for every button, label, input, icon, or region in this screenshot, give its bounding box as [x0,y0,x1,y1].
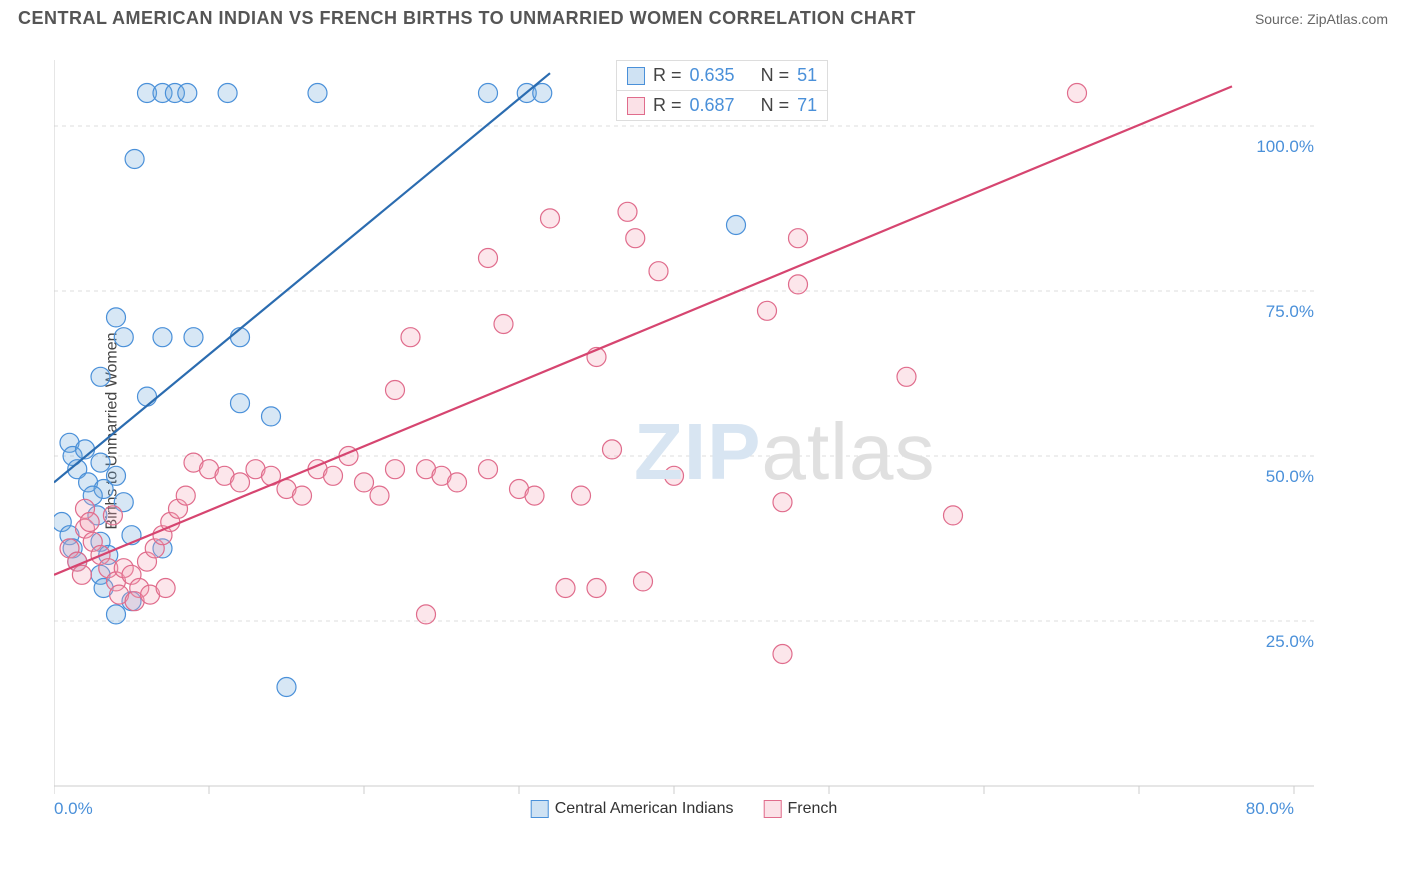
data-point [370,486,389,505]
data-point [525,486,544,505]
data-point [541,209,560,228]
stats-r-label: R = [653,95,682,116]
data-point [178,84,197,103]
data-point [479,84,498,103]
data-point [556,579,575,598]
data-point [72,565,91,584]
data-point [448,473,467,492]
y-tick-label: 75.0% [1266,302,1314,321]
data-point [789,275,808,294]
data-point [176,486,195,505]
data-point [91,453,110,472]
data-point [153,328,172,347]
data-point [944,506,963,525]
data-point [479,460,498,479]
stats-row: R = 0.687 N = 71 [617,91,827,120]
data-point [727,216,746,235]
data-point [80,513,99,532]
data-point [355,473,374,492]
stats-r-label: R = [653,65,682,86]
source-label: Source: ZipAtlas.com [1255,11,1388,27]
data-point [603,440,622,459]
legend-item: French [763,800,837,818]
data-point [156,579,175,598]
trend-line [54,73,550,482]
data-point [1068,84,1087,103]
data-point [103,506,122,525]
data-point [184,328,203,347]
legend-swatch [627,97,645,115]
data-point [494,315,513,334]
y-tick-label: 25.0% [1266,632,1314,651]
stats-n-value: 71 [797,95,817,116]
data-point [107,605,126,624]
page-title: CENTRAL AMERICAN INDIAN VS FRENCH BIRTHS… [18,8,916,29]
data-point [665,466,684,485]
x-tick-label: 80.0% [1246,799,1294,816]
legend-swatch [531,800,549,818]
stats-legend-box: R = 0.635 N = 51 R = 0.687 N = 71 [616,60,828,121]
data-point [587,579,606,598]
data-point [114,328,133,347]
stats-n-value: 51 [797,65,817,86]
data-point [417,605,436,624]
scatter-plot: 25.0%50.0%75.0%100.0%0.0%80.0% ZIPatlas … [54,46,1314,816]
legend-item: Central American Indians [531,800,734,818]
stats-row: R = 0.635 N = 51 [617,61,827,91]
data-point [107,466,126,485]
stats-n-label: N = [761,65,790,86]
data-point [634,572,653,591]
data-point [107,308,126,327]
data-point [386,460,405,479]
data-point [897,367,916,386]
data-point [618,202,637,221]
legend-swatch [627,67,645,85]
data-point [218,84,237,103]
data-point [308,84,327,103]
y-tick-label: 100.0% [1256,137,1314,156]
data-point [758,301,777,320]
data-point [401,328,420,347]
data-point [231,473,250,492]
data-point [293,486,312,505]
data-point [277,678,296,697]
legend-bottom: Central American Indians French [531,800,838,818]
data-point [773,493,792,512]
data-point [649,262,668,281]
data-point [789,229,808,248]
data-point [125,150,144,169]
data-point [773,645,792,664]
trend-line [54,86,1232,574]
stats-r-value: 0.687 [690,95,735,116]
data-point [324,466,343,485]
data-point [479,249,498,268]
data-point [91,367,110,386]
chart-container: Births to Unmarried Women 25.0%50.0%75.0… [44,46,1324,816]
data-point [626,229,645,248]
data-point [231,394,250,413]
legend-label: Central American Indians [555,800,734,818]
data-point [386,381,405,400]
legend-swatch [763,800,781,818]
data-point [572,486,591,505]
legend-label: French [787,800,837,818]
x-tick-label: 0.0% [54,799,93,816]
data-point [138,387,157,406]
stats-r-value: 0.635 [690,65,735,86]
stats-n-label: N = [761,95,790,116]
data-point [231,328,250,347]
y-tick-label: 50.0% [1266,467,1314,486]
data-point [262,407,281,426]
